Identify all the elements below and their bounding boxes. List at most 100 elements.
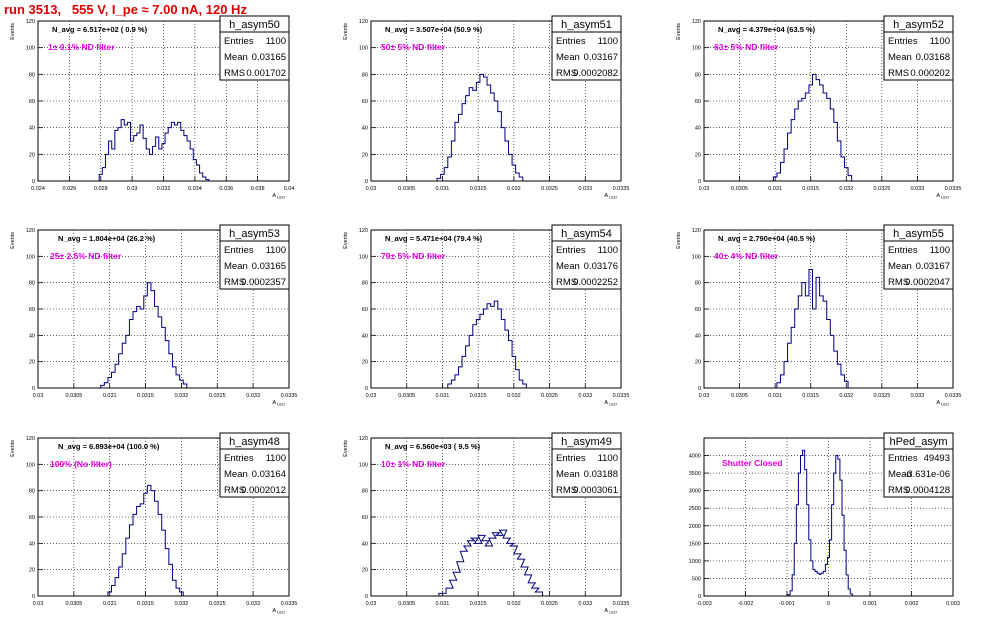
panel-h_asym48: 0.03 0.0305 0.031 0.0315 0.032 0.0325 0.033 0.0…	[10, 432, 298, 615]
x-tick-label: 0.0305	[398, 186, 415, 192]
x-tick-label: 0.03	[366, 186, 377, 192]
x-tick-label: 0.024	[31, 186, 45, 192]
y-tick-label: 2500	[689, 506, 701, 512]
y-tick-label: 3500	[689, 471, 701, 477]
stats-value: 0.03164	[252, 469, 286, 480]
stats-label: RMS	[556, 277, 577, 288]
y-tick-label: 80	[362, 489, 368, 495]
stats-label: Entries	[888, 245, 918, 256]
stats-label: Entries	[556, 453, 586, 464]
navg-annotation: N_avg = 5.471e+04 (79.4 %)	[385, 234, 483, 243]
plot-frame	[703, 229, 954, 389]
y-tick-label: 80	[362, 281, 368, 287]
stats-title: hPed_asym	[889, 436, 947, 448]
filter-annotation: 10± 1% ND filter	[381, 459, 446, 469]
x-tick-label: 0.0305	[65, 393, 82, 399]
x-tick-label: 0.031	[768, 186, 782, 192]
stats-value: -3.631e-06	[904, 469, 950, 480]
filter-annotation: 25± 2.5% ND filter	[50, 251, 122, 261]
y-tick-label: 3000	[689, 489, 701, 495]
y-tick-label: 40	[695, 333, 701, 339]
y-tick-label: 20	[362, 360, 368, 366]
y-axis-label: Events	[676, 23, 682, 40]
stats-value: 1100	[266, 245, 286, 256]
stats-value: 0.03165	[252, 52, 286, 63]
stats-label: Mean	[888, 52, 912, 63]
y-axis-label: Events	[10, 232, 16, 249]
x-tick-label: 0.0335	[281, 393, 298, 399]
y-tick-label: 100	[692, 254, 701, 260]
x-tick-label: 0.03	[699, 393, 710, 399]
x-tick-label: 0.038	[251, 186, 265, 192]
stats-value: 0.0002252	[573, 277, 618, 288]
histogram-h_asym49	[438, 529, 543, 596]
x-tick-label: 0.0305	[65, 601, 82, 607]
x-tick-label: -0.002	[738, 601, 754, 607]
histogram-h_asym51	[436, 73, 524, 181]
x-tick-label: 0.0335	[945, 186, 962, 192]
stats-value: 1100	[598, 453, 618, 464]
stats-value: 1100	[598, 36, 618, 47]
y-tick-label: 60	[695, 99, 701, 105]
x-axis-label: A LED	[272, 193, 285, 200]
x-tick-label: 0.03	[699, 186, 710, 192]
y-tick-label: 60	[362, 307, 368, 313]
run-title: run 3513, 555 V, I_pe ≈ 7.00 nA, 120 Hz	[4, 2, 247, 17]
stats-label: RMS	[224, 277, 245, 288]
stats-value: 0.03167	[584, 52, 618, 63]
stats-label: Entries	[556, 245, 586, 256]
stats-value: 0.0003061	[573, 485, 618, 496]
y-tick-label: 80	[29, 281, 35, 287]
filter-annotation: 79± 5% ND filter	[381, 251, 446, 261]
x-tick-label: 0.033	[578, 186, 592, 192]
stats-label: Mean	[224, 261, 248, 272]
navg-annotation: N_avg = 1.804e+04 (26.2 %)	[58, 234, 156, 243]
y-axis-label: Events	[343, 440, 349, 457]
x-tick-label: 0.0325	[209, 601, 226, 607]
histogram-h_asym54	[447, 300, 527, 388]
histogram-h_asym53	[100, 282, 188, 388]
y-tick-label: 0	[32, 179, 35, 185]
stats-value: 0.03167	[916, 261, 950, 272]
x-tick-label: 0.033	[246, 393, 260, 399]
navg-annotation: N_avg = 6.517e+02 ( 0.9 %)	[52, 25, 148, 34]
y-tick-label: 0	[365, 386, 368, 392]
y-tick-label: 120	[359, 228, 368, 234]
stats-box	[883, 432, 954, 498]
x-tick-label: 0.032	[839, 186, 853, 192]
histogram-h_asym50	[98, 119, 210, 181]
stats-label: Mean	[888, 261, 912, 272]
y-tick-label: 80	[362, 72, 368, 78]
y-tick-label: 60	[29, 99, 35, 105]
stats-label: Mean	[224, 469, 248, 480]
x-tick-label: 0.03	[33, 601, 44, 607]
y-tick-label: 60	[362, 99, 368, 105]
y-axis-label: Events	[676, 232, 682, 249]
panel-h_asym53: 0.03 0.0305 0.031 0.0315 0.032 0.0325 0.033 0.0…	[10, 224, 298, 407]
x-tick-label: 0.0305	[731, 186, 748, 192]
y-tick-label: 120	[26, 228, 35, 234]
plot-frame	[703, 437, 954, 597]
stats-box	[551, 432, 622, 498]
stats-value: 0.0004128	[905, 485, 950, 496]
stats-label: RMS	[888, 485, 909, 496]
x-tick-label: 0.0305	[731, 393, 748, 399]
x-tick-label: 0.0335	[281, 601, 298, 607]
x-tick-label: 0.03	[366, 393, 377, 399]
x-tick-label: 0.031	[436, 186, 450, 192]
y-tick-label: 40	[362, 541, 368, 547]
y-tick-label: 120	[26, 436, 35, 442]
y-tick-label: 100	[359, 462, 368, 468]
stats-title: h_asym55	[893, 228, 944, 240]
x-tick-label: 0.032	[839, 393, 853, 399]
stats-title: h_asym50	[229, 19, 280, 31]
stats-title: h_asym54	[561, 228, 612, 240]
y-axis-label: Events	[343, 23, 349, 40]
x-tick-label: 0.032	[175, 393, 189, 399]
x-tick-label: 0.0325	[209, 393, 226, 399]
x-tick-label: 0.0325	[873, 186, 890, 192]
stats-label: RMS	[224, 68, 245, 79]
x-tick-label: 0.0315	[470, 186, 487, 192]
x-axis-label: A LED	[936, 193, 949, 200]
x-tick-label: 0.032	[507, 186, 521, 192]
